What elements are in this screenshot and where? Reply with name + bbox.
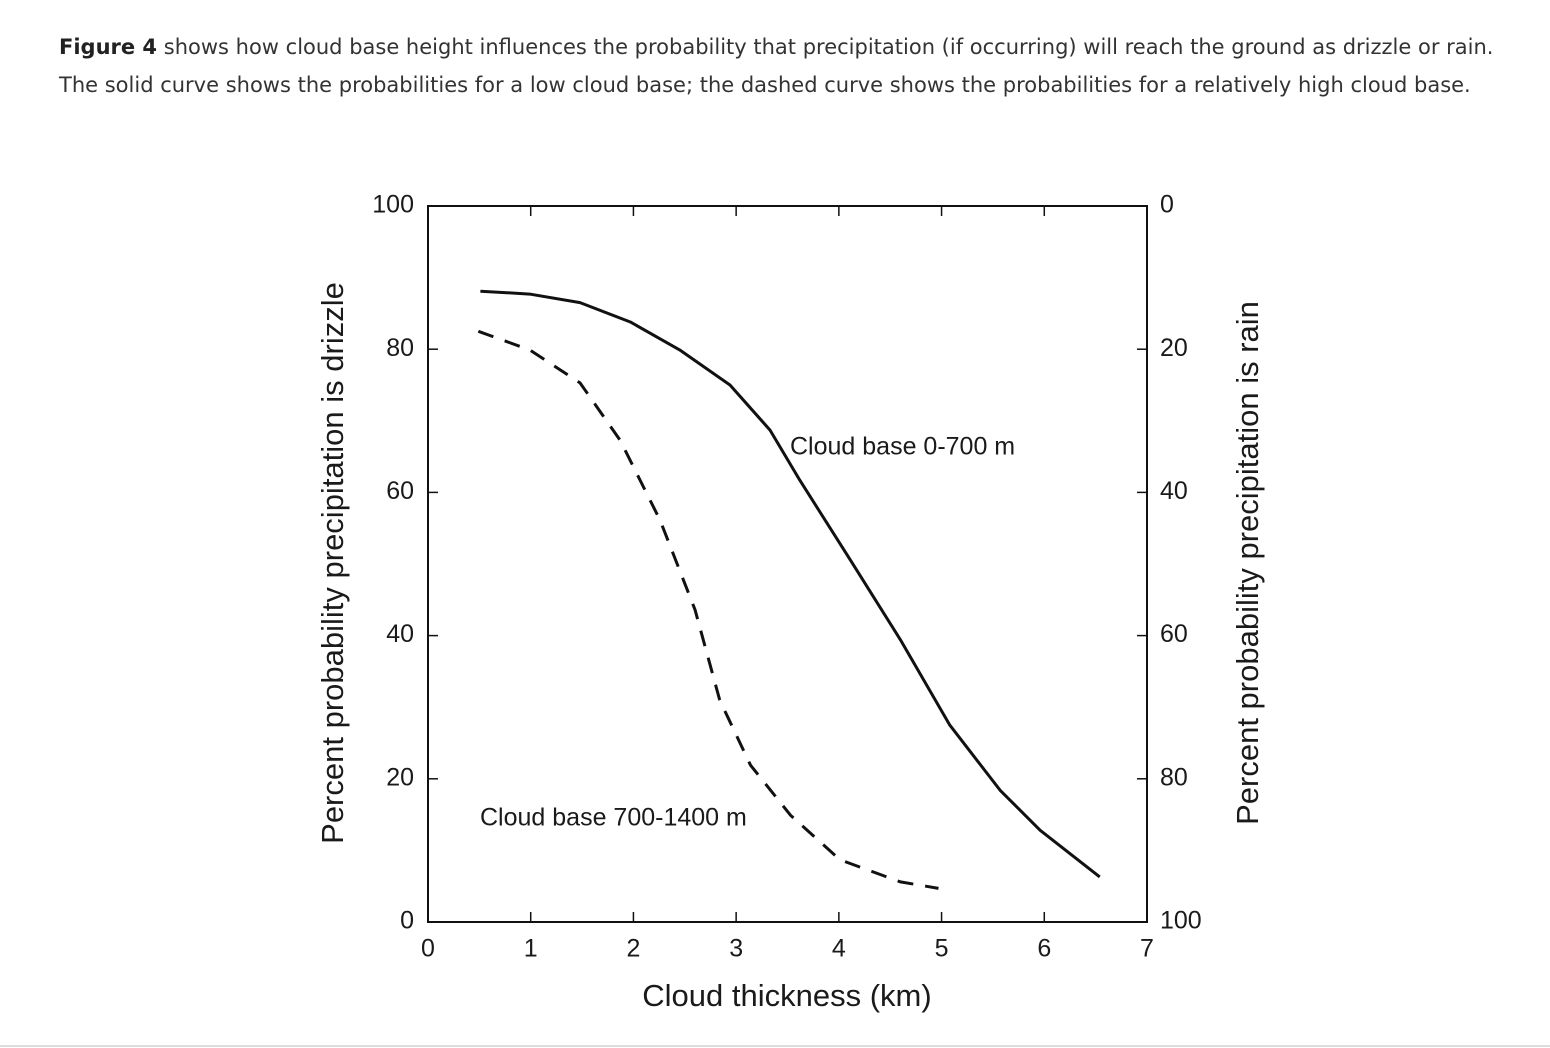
y2-tick-label: 80 — [1160, 763, 1188, 791]
x-tick-label: 5 — [935, 935, 949, 963]
series-line — [477, 329, 939, 890]
series-line — [480, 289, 1101, 879]
y-axis-title: Percent probability precipitation is dri… — [315, 282, 350, 844]
y-tick-label: 60 — [386, 477, 414, 505]
caption: Figure 4 shows how cloud base height inf… — [59, 28, 1519, 104]
divider — [0, 1045, 1550, 1047]
y-tick-label: 40 — [386, 620, 414, 648]
figure-label: Figure 4 — [59, 35, 158, 59]
y2-tick-label: 0 — [1160, 191, 1174, 219]
y-tick-label: 80 — [386, 334, 414, 362]
y-tick-label: 0 — [400, 907, 414, 935]
x-tick-label: 6 — [1037, 935, 1051, 963]
x-tick-label: 2 — [626, 935, 640, 963]
series-label: Cloud base 700-1400 m — [480, 804, 747, 832]
x-tick-label: 0 — [421, 935, 435, 963]
y2-tick-label: 20 — [1160, 334, 1188, 362]
x-tick-label: 4 — [832, 935, 846, 963]
plot-frame — [427, 205, 1148, 923]
caption-text: shows how cloud base height influences t… — [59, 35, 1494, 97]
y-tick-label: 20 — [386, 763, 414, 791]
x-tick-label: 3 — [729, 935, 743, 963]
y2-tick-label: 40 — [1160, 477, 1188, 505]
y2-tick-label: 100 — [1160, 907, 1202, 935]
series-label: Cloud base 0-700 m — [790, 433, 1015, 461]
x-tick-label: 1 — [524, 935, 538, 963]
x-tick-label: 7 — [1140, 935, 1154, 963]
y2-axis-title: Percent probability precipitation is rai… — [1230, 301, 1265, 825]
y-tick-label: 100 — [372, 191, 414, 219]
x-axis-title: Cloud thickness (km) — [642, 978, 931, 1013]
y2-tick-label: 60 — [1160, 620, 1188, 648]
